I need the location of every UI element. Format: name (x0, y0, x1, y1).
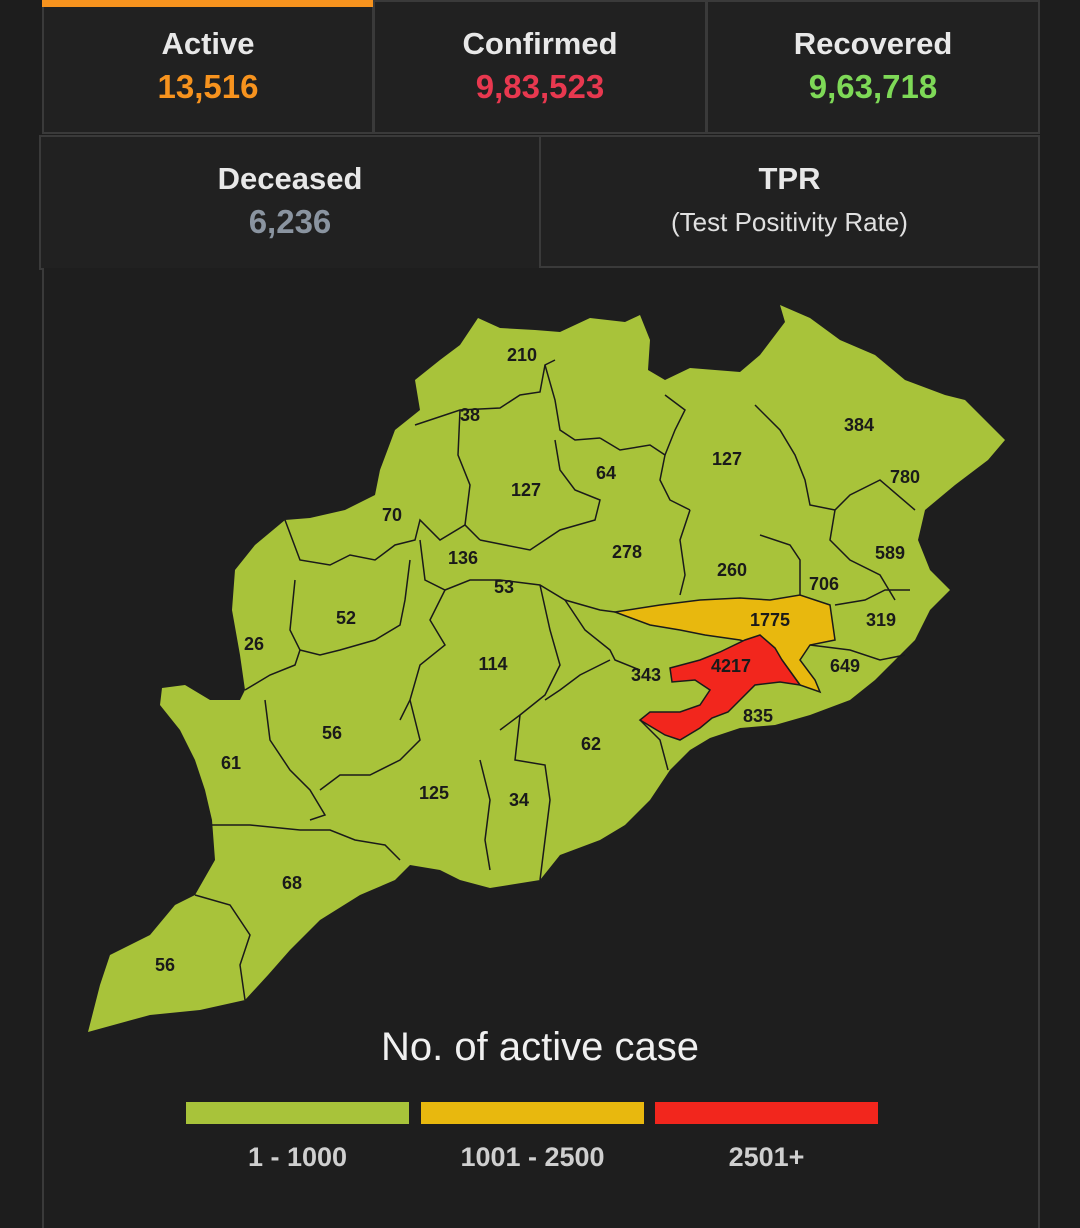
legend-item-0: 1 - 1000 (186, 1102, 409, 1173)
district-label-10: 278 (612, 542, 642, 562)
district-border-14 (244, 579, 301, 691)
district-border-17 (499, 584, 561, 731)
district-label-4: 127 (511, 480, 541, 500)
active-card[interactable]: Active 13,516 (42, 0, 376, 134)
district-label-20: 4217 (711, 656, 751, 676)
district-border-19 (544, 659, 611, 701)
district-border-26 (212, 824, 401, 861)
district-border-8 (284, 518, 481, 566)
district-label-26: 125 (419, 783, 449, 803)
legend-item-1: 1001 - 2500 (421, 1102, 644, 1173)
state-outline (88, 305, 1005, 1032)
deceased-card[interactable]: Deceased 6,236 (39, 135, 541, 270)
district-border-9 (419, 539, 616, 613)
district-label-16: 1775 (750, 610, 790, 630)
district-label-2: 127 (712, 449, 742, 469)
district-border-18 (564, 599, 641, 671)
district-label-23: 56 (322, 723, 342, 743)
district-border-1 (457, 409, 471, 526)
district-border-16 (399, 589, 446, 721)
legend-swatch (421, 1102, 644, 1124)
legend-range-label: 1 - 1000 (247, 1142, 348, 1172)
active-value: 13,516 (157, 68, 259, 105)
legend-title: No. of active case (381, 1025, 699, 1069)
district-region-20 (638, 634, 802, 741)
district-border-7 (834, 479, 916, 511)
legend-range-label: 2501+ (728, 1142, 805, 1172)
tpr-subtitle: (Test Positivity Rate) (671, 207, 908, 237)
district-label-1: 38 (460, 405, 480, 425)
recovered-label: Recovered (793, 26, 953, 61)
confirmed-label: Confirmed (462, 26, 618, 61)
district-label-18: 114 (478, 654, 507, 674)
district-label-25: 61 (221, 753, 241, 773)
tpr-card[interactable]: TPR (Test Positivity Rate) (539, 135, 1040, 268)
district-label-3: 64 (596, 463, 616, 483)
legend-swatch (655, 1102, 878, 1124)
recovered-value: 9,63,718 (808, 68, 938, 105)
district-border-2 (544, 364, 601, 441)
district-label-27: 34 (509, 790, 529, 810)
district-label-21: 649 (830, 656, 860, 676)
confirmed-card[interactable]: Confirmed 9,83,523 (373, 0, 707, 134)
district-border-4 (479, 439, 601, 551)
district-label-24: 62 (581, 734, 601, 754)
district-border-22 (264, 699, 327, 821)
district-label-6: 780 (890, 467, 920, 487)
district-border-25 (514, 714, 551, 881)
district-label-7: 70 (382, 505, 402, 525)
deceased-value: 6,236 (248, 203, 332, 240)
district-label-19: 343 (631, 665, 661, 685)
district-border-11 (759, 534, 801, 595)
district-label-8: 136 (448, 548, 478, 568)
district-label-9: 53 (494, 577, 514, 597)
district-border-15 (299, 559, 411, 656)
district-label-28: 68 (282, 873, 302, 893)
recovered-card[interactable]: Recovered 9,63,718 (706, 0, 1040, 134)
district-border-12 (829, 509, 896, 601)
district-border-5 (664, 394, 686, 456)
district-border-13 (834, 589, 910, 606)
district-border-20 (639, 719, 669, 771)
active-selected-indicator (42, 0, 376, 7)
district-label-5: 384 (844, 415, 874, 435)
legend-swatch (186, 1102, 409, 1124)
district-label-29: 56 (155, 955, 175, 975)
active-label: Active (161, 26, 255, 61)
legend-range-label: 1001 - 2500 (460, 1142, 605, 1172)
confirmed-value: 9,83,523 (475, 68, 605, 105)
district-label-0: 210 (507, 345, 537, 365)
tpr-label: TPR (758, 161, 821, 196)
district-border-6 (754, 404, 836, 511)
district-label-13: 589 (875, 543, 905, 563)
district-label-22: 835 (743, 706, 773, 726)
deceased-label: Deceased (217, 161, 363, 196)
district-border-24 (479, 759, 491, 871)
district-border-10 (679, 509, 691, 596)
district-border-27 (194, 894, 251, 1001)
district-region-16 (612, 594, 836, 694)
district-label-12: 706 (809, 574, 839, 594)
district-label-17: 319 (866, 610, 896, 630)
district-border-23 (319, 699, 421, 791)
legend-item-2: 2501+ (655, 1102, 878, 1173)
district-label-11: 260 (717, 560, 747, 580)
district-border-21 (809, 644, 906, 661)
district-label-15: 26 (244, 634, 264, 654)
district-label-14: 52 (336, 608, 356, 628)
